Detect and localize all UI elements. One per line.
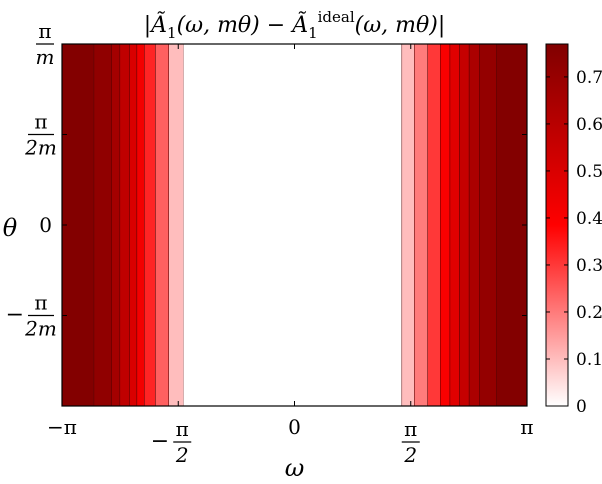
heatmap-band-14 xyxy=(449,43,460,407)
colorbar-ticks: 0 0.1 0.2 0.3 0.4 0.5 0.6 0.7 xyxy=(546,68,602,417)
y-tick-label-0-numerator: π xyxy=(38,19,51,43)
heatmap-band-2 xyxy=(111,43,121,407)
heatmap-band-12 xyxy=(427,43,441,407)
heatmap-band-13 xyxy=(440,43,451,407)
heatmap-band-18 xyxy=(496,43,528,407)
chart-title: |Ã1(ω, mθ) − Ã1ideal(ω, mθ)| xyxy=(144,8,446,42)
y-tick-label-0-denominator: m xyxy=(36,45,55,69)
y-axis-label: θ xyxy=(3,214,18,242)
x-tick-label-0: −π xyxy=(47,415,77,439)
y-tick-label-2: 0 xyxy=(39,213,52,237)
colorbar-tick-label-2: 0.2 xyxy=(576,303,602,323)
chart-title-part-4: Ã xyxy=(290,10,308,38)
heatmap-band-10 xyxy=(401,43,415,407)
heatmap-band-1 xyxy=(93,43,112,407)
heatmap-band-7 xyxy=(155,43,169,407)
x-tick-label-1: − π2 xyxy=(151,417,192,467)
x-tick-label-2: 0 xyxy=(288,415,301,439)
y-tick-label-1-numerator: π xyxy=(34,110,47,134)
heatmap-band-11 xyxy=(414,43,428,407)
chart-title-part-2: 1 xyxy=(167,24,177,42)
colorbar-tick-label-6: 0.6 xyxy=(576,115,602,135)
heatmap-band-4 xyxy=(129,43,138,407)
y-tick-label-3: − π2m xyxy=(6,291,57,341)
x-tick-label-1-numerator: π xyxy=(176,417,189,441)
x-tick-label-3-denominator: 2 xyxy=(403,443,417,467)
heatmap-bands xyxy=(61,43,528,407)
x-tick-label-1-denominator: 2 xyxy=(175,443,189,467)
chart-title-part-6: ideal xyxy=(318,8,355,26)
colorbar-tick-label-3: 0.3 xyxy=(576,256,602,276)
y-tick-label-1: π2m xyxy=(24,110,57,160)
x-tick-label-4: π xyxy=(520,415,533,439)
chart-title-part-5: 1 xyxy=(308,24,318,42)
heatmap-band-15 xyxy=(459,43,470,407)
heatmap-band-17 xyxy=(479,43,497,407)
heatmap-band-8 xyxy=(168,43,184,407)
heatmap-band-16 xyxy=(468,43,480,407)
colorbar xyxy=(545,43,569,407)
colorbar-tick-label-0: 0 xyxy=(576,397,587,417)
colorbar-tick-label-1: 0.1 xyxy=(576,350,602,370)
colorbar-tick-label-5: 0.5 xyxy=(576,162,602,182)
y-tick-label-1-denominator: 2m xyxy=(24,136,57,160)
y-tick-label-3-numerator: π xyxy=(34,291,47,315)
heatmap-band-5 xyxy=(136,43,145,407)
chart-title-text: |Ã1(ω, mθ) − Ã1ideal(ω, mθ)| xyxy=(144,8,446,42)
colorbar-tick-label-4: 0.4 xyxy=(576,209,602,229)
heatmap-band-6 xyxy=(144,43,156,407)
chart-title-part-3: (ω, mθ) − xyxy=(177,13,293,38)
x-tick-label-3: π2 xyxy=(401,417,420,467)
y-tick-label-0: πm xyxy=(36,19,55,69)
y-tick-label-3-denominator: 2m xyxy=(24,317,57,341)
y-tick-label-3-sign: − xyxy=(6,303,24,328)
chart-title-part-0: | xyxy=(144,13,151,38)
chart-title-part-1: Ã xyxy=(149,10,167,38)
chart-title-part-7: (ω, mθ)| xyxy=(355,13,446,38)
x-axis-ticks: −π− π20 π2π xyxy=(47,44,534,467)
heatmap-band-9 xyxy=(183,44,402,406)
x-tick-label-1-sign: − xyxy=(151,429,169,454)
x-tick-label-3-numerator: π xyxy=(404,417,417,441)
heatmap-band-3 xyxy=(119,43,130,407)
x-axis-label: ω xyxy=(285,454,305,482)
heatmap-band-0 xyxy=(61,43,95,407)
colorbar-tick-label-7: 0.7 xyxy=(576,68,602,88)
